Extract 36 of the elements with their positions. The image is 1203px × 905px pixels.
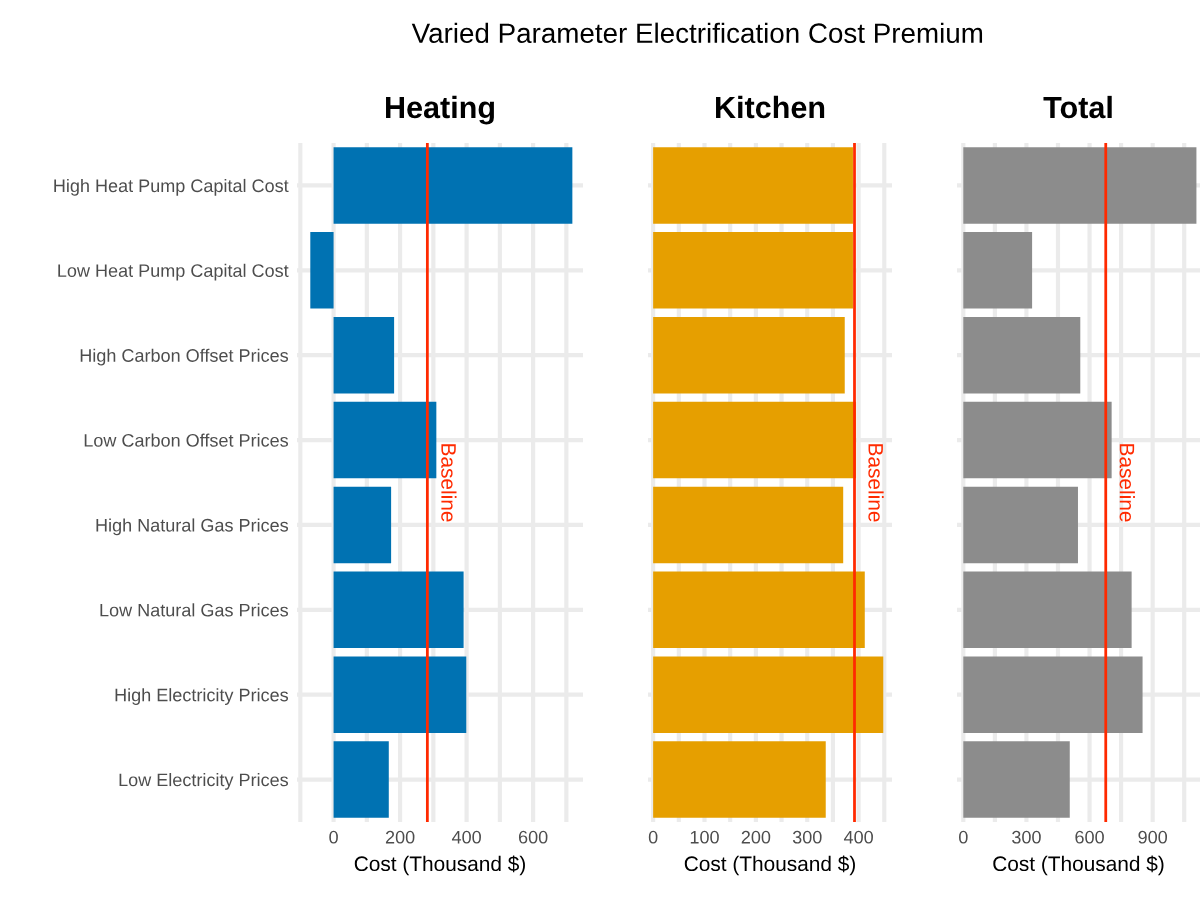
bar	[310, 232, 334, 309]
y-tick-label: Low Carbon Offset Prices	[84, 433, 289, 447]
chart-title: Total	[1043, 95, 1112, 119]
x-axis-title: Cost (Thousand $)	[354, 855, 525, 876]
ref-line-label: Baseline	[1119, 444, 1135, 522]
bar	[333, 486, 392, 564]
x-axis-title: Cost (Thousand $)	[993, 855, 1164, 876]
bar	[963, 232, 1033, 309]
x-tick-label: 0	[648, 830, 658, 844]
x-tick-label: 200	[385, 830, 415, 844]
chart-title: Kitchen	[716, 95, 825, 119]
x-axis-title: Cost (Thousand $)	[684, 855, 855, 876]
x-tick-label: 900	[1138, 830, 1168, 844]
x-tick-label: 300	[792, 830, 822, 844]
chart-title: Heating	[386, 95, 494, 125]
ref-line-label: Baseline	[868, 444, 884, 522]
y-tick-label: Low Heat Pump Capital Cost	[58, 263, 289, 281]
x-tick-label: 300	[1012, 830, 1041, 844]
x-tick-label: 0	[959, 830, 968, 844]
y-tick-label: High Natural Gas Prices	[96, 518, 289, 536]
x-tick-label: 100	[690, 830, 719, 844]
y-tick-label: High Heat Pump Capital Cost	[54, 178, 289, 196]
bar	[333, 316, 395, 394]
bar	[333, 741, 389, 818]
text: Varied Parameter Electrification Cost Premium	[411, 22, 983, 44]
x-tick-label: 600	[518, 830, 548, 844]
y-tick-label: High Carbon Offset Prices	[80, 348, 289, 366]
y-tick-label: Low Natural Gas Prices	[100, 603, 289, 617]
y-tick-label: Low Electricity Prices	[119, 773, 289, 790]
x-tick-label: 400	[843, 830, 873, 844]
y-tick-label: High Electricity Prices	[115, 688, 289, 705]
x-tick-label: 600	[1075, 830, 1104, 844]
ref-line-label: Baseline	[441, 444, 457, 522]
x-tick-label: 200	[741, 830, 771, 844]
x-tick-label: 0	[329, 830, 338, 844]
x-tick-label: 400	[451, 830, 481, 844]
